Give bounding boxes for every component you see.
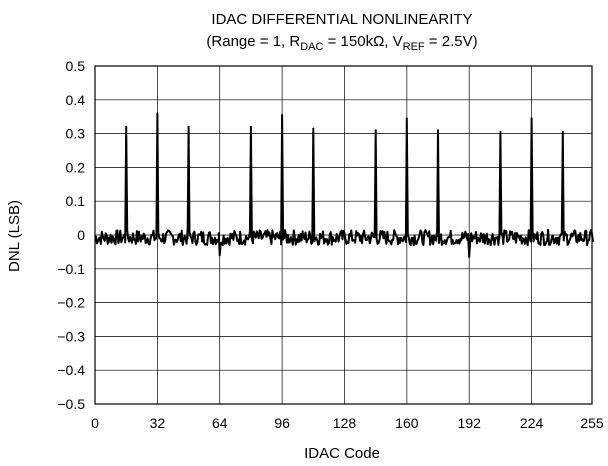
x-axis-label: IDAC Code — [304, 445, 380, 462]
x-tick-label: 224 — [520, 415, 544, 431]
x-tick-label: 255 — [580, 415, 604, 431]
chart-title-line2: (Range = 1, RDAC = 150kΩ, VREF = 2.5V) — [206, 33, 477, 53]
y-tick-label: −0.1 — [57, 261, 85, 277]
x-tick-label: 192 — [458, 415, 482, 431]
y-tick-label: −0.4 — [57, 362, 85, 378]
y-tick-label: 0 — [77, 227, 85, 243]
x-tick-label: 128 — [333, 415, 357, 431]
y-tick-label: −0.3 — [57, 328, 85, 344]
y-tick-label: 0.4 — [66, 92, 86, 108]
plot-frame — [94, 65, 593, 405]
x-tick-label: 160 — [395, 415, 419, 431]
x-tick-label: 0 — [91, 415, 99, 431]
dnl-series — [94, 112, 594, 258]
y-tick-label: −0.2 — [57, 295, 85, 311]
y-tick-label: 0.1 — [66, 193, 86, 209]
x-tick-label: 32 — [150, 415, 166, 431]
dnl-line — [94, 112, 594, 258]
x-tick-label: 96 — [274, 415, 290, 431]
y-tick-label: 0.2 — [66, 159, 86, 175]
x-tick-label: 64 — [212, 415, 228, 431]
y-axis-label: DNL (LSB) — [6, 200, 23, 272]
y-tick-label: 0.3 — [66, 126, 86, 142]
y-tick-label: 0.5 — [66, 58, 86, 74]
y-tick-label: −0.5 — [57, 396, 85, 412]
x-tick-labels: 0 32 64 96 128 160 192 224 255 — [91, 415, 604, 431]
y-tick-labels: 0.5 0.4 0.3 0.2 0.1 0 −0.1 −0.2 −0.3 −0.4 −0.5 — [57, 58, 85, 412]
chart-title-line1: IDAC DIFFERENTIAL NONLINEARITY — [211, 11, 472, 28]
